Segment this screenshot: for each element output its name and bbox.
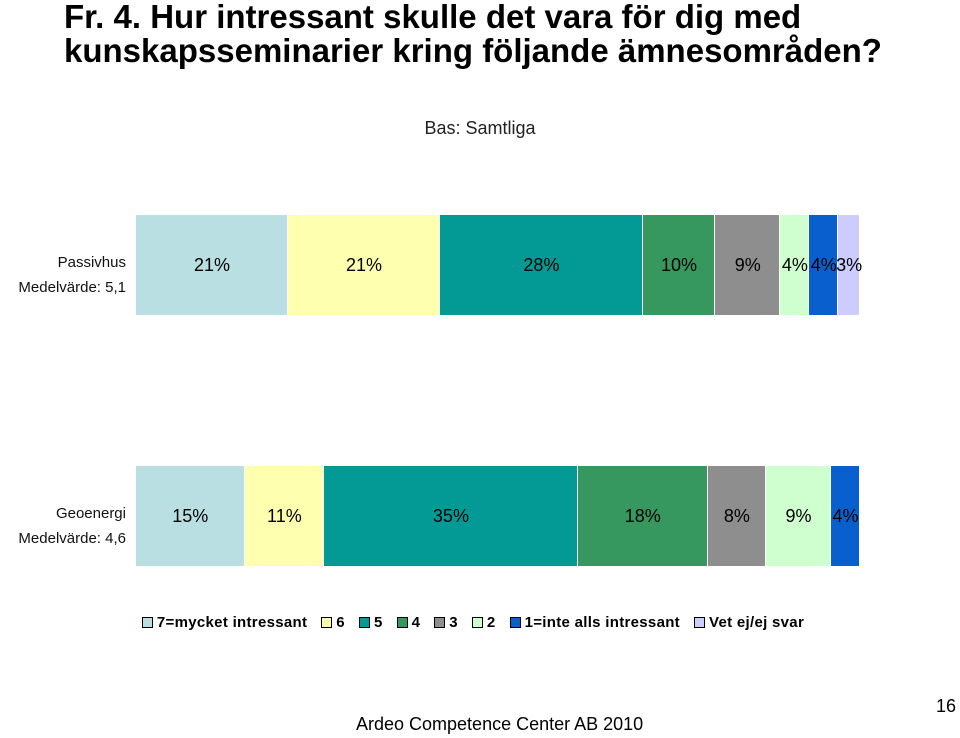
bar-segment [780,215,810,315]
legend-item: 5 [358,614,383,631]
bar-segment [136,215,289,315]
bar-segment [288,215,441,315]
legend-label: Vet ej/ej svar [708,614,805,631]
bar-segment [324,466,578,566]
value-label: 4% [781,255,808,275]
bar-segment [765,466,832,566]
page-title: Fr. 4. Hur intressant skulle det vara fö… [64,0,882,69]
value-label: 21% [194,255,231,275]
chart-legend: 7=mycket intressant 6 5 4 3 2 1=inte alls intr… [0,614,960,631]
legend-swatch [509,617,521,628]
row-label-geoenergi: Geoenergi Medelvärde: 4,6 [0,505,126,547]
legend-label: 5 [373,614,383,631]
value-label: 18% [624,506,661,526]
value-label: 35% [432,506,469,526]
legend-label: 1=inte alls intressant [524,614,680,631]
footer-text: Ardeo Competence Center AB 2010 [356,714,644,734]
legend-item: Vet ej/ej svar [693,614,805,631]
category-label: Geoenergi [55,505,126,522]
legend-item: 2 [471,614,496,631]
page-number: 16 [935,696,956,716]
legend-swatch [693,617,705,628]
legend-swatch [434,617,446,628]
value-label: 3% [836,255,863,275]
value-label: 9% [734,255,761,275]
value-label: 11% [267,506,302,526]
mean-label: Medelvärde: 5,1 [18,279,126,296]
row-label-passivhus: Passivhus Medelvärde: 5,1 [0,254,126,296]
value-label: 4% [832,506,859,526]
legend-item: 6 [321,614,345,631]
bar-segment [831,466,860,566]
bar-segment [707,466,766,566]
legend-swatch [396,617,408,628]
value-label: 9% [785,506,812,526]
legend-label: 2 [486,614,496,631]
bar-segment [136,466,245,566]
legend-label: 4 [411,614,421,631]
legend-label: 6 [336,614,345,631]
bar-segment [577,466,708,566]
value-label: 28% [523,255,560,275]
legend-item: 1=inte alls intressant [509,614,680,631]
mean-label: Medelvärde: 4,6 [18,530,126,547]
bar-segment [809,215,839,315]
bar-segment [440,215,643,315]
value-label: 21% [346,255,383,275]
legend-item: 7=mycket intressant [141,614,308,631]
legend-item: 4 [396,614,421,631]
legend-item: 3 [434,614,458,631]
bar-segment [838,215,860,315]
bar-segment [715,215,781,315]
bar-segment [244,466,325,566]
bar-row-passivhus: 21% 21% 28% 10% 9% 4% 4% 3% [136,215,863,315]
legend-label: 7=mycket intressant [156,614,308,631]
value-label: 10% [660,255,698,275]
value-label: 8% [723,506,750,526]
chart-subtitle: Bas: Samtliga [424,118,536,138]
category-label: Passivhus [57,254,126,271]
legend-swatch [358,617,370,628]
legend-swatch [141,617,153,628]
legend-label: 3 [449,614,458,631]
legend-swatch [471,617,483,628]
legend-swatch [321,617,333,628]
value-label: 15% [172,506,209,526]
value-label: 4% [810,255,837,275]
bar-row-geoenergi: 15% 11% 35% 18% 8% 9% 4% [136,466,860,566]
bar-segment [642,215,716,315]
